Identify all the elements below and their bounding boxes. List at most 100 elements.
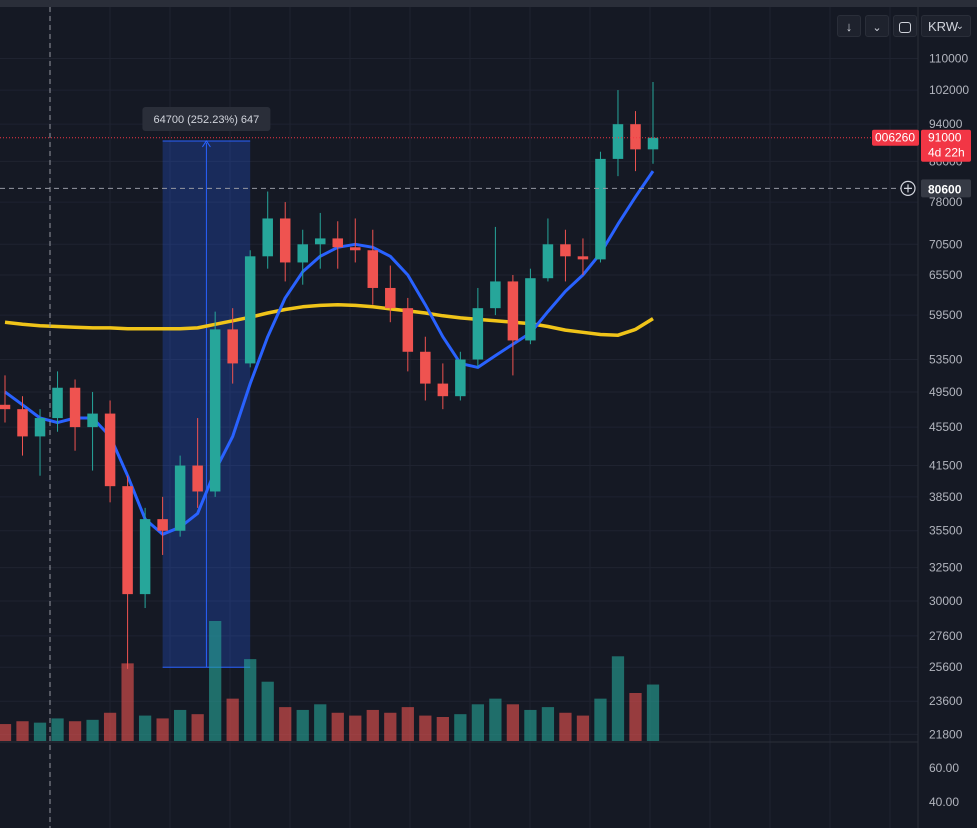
price-tick-label: 25600 [929, 660, 963, 674]
ma-short-line [4, 170, 655, 536]
candle [385, 265, 396, 323]
volume-bar [384, 712, 397, 741]
candle-body [139, 519, 151, 595]
volume-bar [594, 698, 607, 741]
collapse-button[interactable]: ⌄ [865, 15, 889, 37]
candle-body [595, 158, 606, 260]
candle-body [192, 465, 203, 492]
candle-body [174, 465, 186, 531]
candle-body [314, 238, 326, 245]
price-tick-label: 94000 [929, 117, 963, 131]
crosshair-price-label: 80600 [921, 179, 971, 198]
volume-bar [226, 698, 239, 741]
candle-body [507, 281, 519, 341]
candle [560, 229, 571, 282]
volume-bar [541, 707, 555, 741]
volume-bar [611, 656, 625, 741]
volume-bar [331, 712, 344, 741]
candle-body [332, 238, 344, 248]
candle [420, 336, 431, 401]
candle-body [490, 281, 501, 309]
volume-bar [86, 719, 99, 741]
volume-bar [191, 714, 204, 741]
price-axis[interactable]: 1100001020009400086000780007050065500595… [929, 52, 969, 809]
candle-body [367, 250, 379, 288]
price-tick-label: 78000 [929, 195, 963, 209]
candle [542, 218, 554, 282]
candle [437, 363, 449, 410]
scroll-to-latest-button[interactable]: ↓ [837, 15, 861, 37]
fullscreen-button[interactable] [893, 15, 917, 37]
candle-body [157, 519, 168, 531]
candle [139, 507, 151, 609]
symbol-text: 006260 [875, 131, 915, 145]
candle-body [69, 387, 81, 428]
volume-bars [0, 621, 660, 741]
candle-body [227, 329, 238, 364]
candle [630, 111, 641, 172]
price-tick-label: 21800 [929, 727, 963, 741]
candle [87, 391, 98, 471]
candle-body [297, 244, 308, 263]
candle-body [647, 137, 659, 150]
top-border [0, 0, 977, 7]
volume-bar [576, 715, 590, 741]
volume-bar [646, 684, 660, 741]
plus-icon-cross [904, 184, 912, 193]
candle [17, 396, 28, 456]
crosshair-add-button[interactable] [900, 180, 916, 196]
volume-bar [138, 715, 152, 741]
volume-tick-label: 40.00 [929, 795, 959, 809]
candle [525, 268, 536, 345]
volume-bar [174, 709, 187, 741]
candle-body [385, 287, 396, 309]
candle [455, 351, 466, 401]
currency-select[interactable]: KRW ⌄ [921, 15, 971, 37]
volume-bar [401, 707, 414, 741]
candle-body [262, 218, 273, 257]
volume-bar [51, 718, 64, 741]
volume-bar [156, 718, 169, 741]
price-tick-label: 35500 [929, 524, 963, 538]
price-tick-label: 102000 [929, 83, 969, 97]
ma-long-line [4, 302, 654, 337]
candle-body [630, 124, 641, 150]
candle-body [244, 256, 256, 364]
last-price-text: 91000 [928, 131, 962, 145]
volume-bar [349, 715, 362, 741]
candle [157, 496, 168, 555]
screen-icon [899, 22, 911, 34]
volume-bar [314, 704, 327, 741]
candle [209, 311, 221, 497]
candle [402, 297, 414, 372]
price-tick-label: 70500 [929, 237, 963, 251]
volume-bar [471, 704, 484, 741]
volume-bar [121, 663, 134, 741]
price-tick-label: 65500 [929, 268, 963, 282]
volume-bar [261, 681, 274, 741]
candle-body [612, 124, 624, 159]
volume-bar [244, 659, 257, 741]
volume-bar [279, 707, 292, 741]
volume-bar [103, 712, 117, 741]
volume-bar [366, 709, 379, 741]
candle [69, 379, 81, 451]
candle-body [350, 247, 361, 251]
candle-body [122, 486, 133, 595]
volume-bar [209, 621, 222, 741]
arrow-down-icon: ↓ [845, 19, 853, 34]
price-badge [921, 129, 971, 162]
candle [490, 226, 501, 316]
volume-bar [296, 709, 309, 741]
candle-body [420, 351, 431, 384]
candle-body [104, 413, 116, 487]
candle [174, 455, 186, 537]
volume-bar [629, 693, 642, 741]
measure-tool[interactable]: 64700 (252.23%) 647 [142, 106, 271, 668]
candle-body [577, 256, 589, 260]
candle-body [87, 413, 98, 428]
candle-body [455, 359, 466, 397]
volume-bar [33, 722, 47, 741]
